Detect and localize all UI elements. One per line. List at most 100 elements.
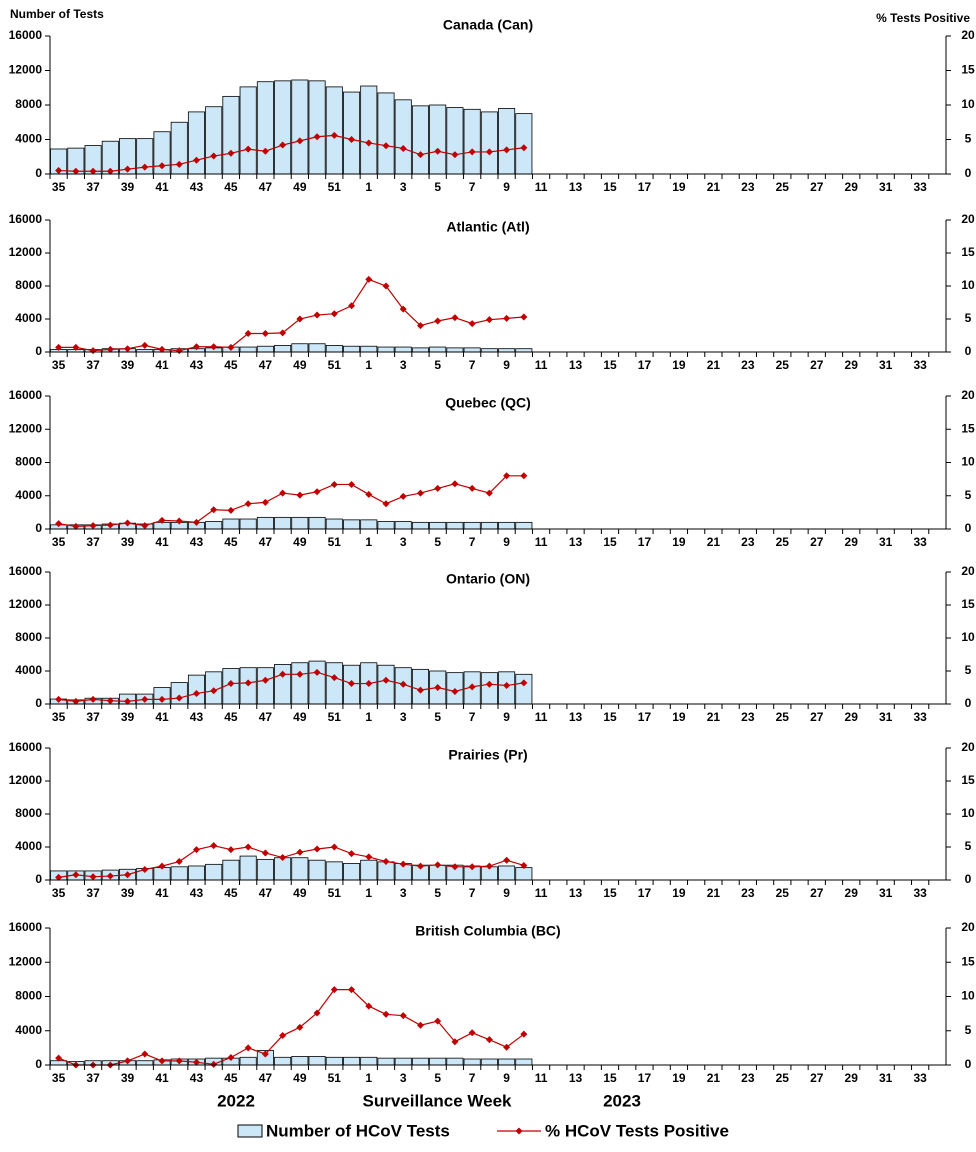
marker [416, 151, 424, 159]
y-tick-label: 0 [35, 344, 42, 358]
x-tick-label: 45 [224, 180, 238, 194]
marker [520, 313, 528, 321]
marker [89, 695, 97, 703]
x-tick-label: 15 [603, 1071, 617, 1085]
x-tick-label: 19 [672, 886, 686, 900]
y2-tick-label: 10 [961, 455, 975, 469]
marker [348, 136, 356, 143]
x-tick-label: 11 [535, 886, 548, 900]
marker [192, 846, 200, 854]
y2-tick-label: 20 [961, 920, 975, 934]
marker [313, 1009, 321, 1017]
marker [279, 329, 287, 337]
x-tick-label: 19 [672, 1071, 686, 1085]
bar [187, 674, 205, 705]
bar [446, 1057, 464, 1066]
x-tick-label: 37 [86, 1071, 100, 1085]
x-tick-label: 33 [913, 710, 927, 724]
bar [239, 855, 257, 881]
y-tick-label: 8000 [15, 630, 42, 644]
x-tick-label: 15 [603, 535, 617, 549]
bar [256, 345, 274, 353]
marker [348, 986, 356, 994]
x-tick-label: 33 [913, 1071, 927, 1085]
y2-tick-label: 15 [961, 63, 975, 77]
x-tick-label: 43 [190, 1071, 204, 1085]
marker [520, 861, 528, 869]
marker [55, 695, 63, 703]
bar [291, 857, 309, 881]
bar [343, 863, 361, 881]
bar [222, 518, 240, 530]
x-tick-label: 21 [707, 710, 721, 724]
chart-title: Ontario (ON) [446, 571, 530, 587]
x-tick-label: 17 [638, 710, 652, 724]
marker [399, 492, 407, 500]
y2-tick-label: 15 [961, 245, 975, 259]
marker [106, 697, 114, 705]
marker [55, 167, 63, 175]
x-tick-label: 25 [776, 886, 790, 900]
marker [468, 863, 476, 871]
marker [365, 275, 373, 283]
marker [279, 489, 287, 497]
x-tick-label: 9 [503, 710, 510, 724]
x-tick-label: 43 [190, 886, 204, 900]
marker [434, 861, 442, 869]
bar [411, 521, 429, 530]
bar [377, 346, 395, 353]
x-tick-label: 21 [707, 1071, 721, 1085]
marker [261, 849, 269, 857]
x-tick-label: 1 [365, 1071, 372, 1085]
marker [158, 162, 166, 170]
x-tick-label: 49 [293, 1071, 307, 1085]
line [58, 475, 524, 527]
bar [308, 343, 326, 353]
marker [399, 680, 407, 688]
bar [360, 519, 378, 530]
marker [192, 689, 200, 697]
bar [274, 344, 292, 353]
x-tick-label: 33 [913, 180, 927, 194]
marker [348, 302, 356, 310]
marker [330, 843, 338, 851]
x-tick-label: 45 [224, 535, 238, 549]
marker [175, 858, 183, 866]
marker [72, 697, 80, 705]
marker [382, 282, 390, 290]
bar [515, 113, 533, 175]
x-tick-label: 3 [400, 358, 407, 372]
bar [239, 346, 257, 353]
marker [313, 488, 321, 496]
bar [274, 80, 292, 175]
y2-tick-label: 20 [961, 740, 975, 754]
x-tick-label: 21 [707, 535, 721, 549]
marker [261, 498, 269, 506]
marker [365, 139, 373, 147]
x-tick-label: 33 [913, 886, 927, 900]
x-tick-label: 31 [879, 358, 893, 372]
marker [382, 500, 390, 508]
marker [192, 1058, 200, 1066]
x-tick-label: 21 [707, 358, 721, 372]
bar [136, 1060, 154, 1066]
marker [296, 1023, 304, 1031]
bar [291, 1056, 309, 1066]
y2-tick-label: 20 [961, 388, 975, 402]
bar [480, 672, 498, 705]
bar [325, 662, 343, 705]
y2-tick-label: 0 [965, 872, 972, 886]
marker [468, 1029, 476, 1037]
x-tick-label: 13 [569, 710, 583, 724]
marker [244, 679, 252, 687]
bar [360, 345, 378, 353]
marker [261, 330, 269, 338]
marker [296, 315, 304, 323]
marker [348, 850, 356, 858]
bar [463, 108, 481, 175]
bar [205, 863, 223, 881]
x-tick-label: 37 [86, 358, 100, 372]
y-tick-label: 12000 [9, 421, 43, 435]
marker [313, 311, 321, 319]
marker [106, 345, 114, 353]
